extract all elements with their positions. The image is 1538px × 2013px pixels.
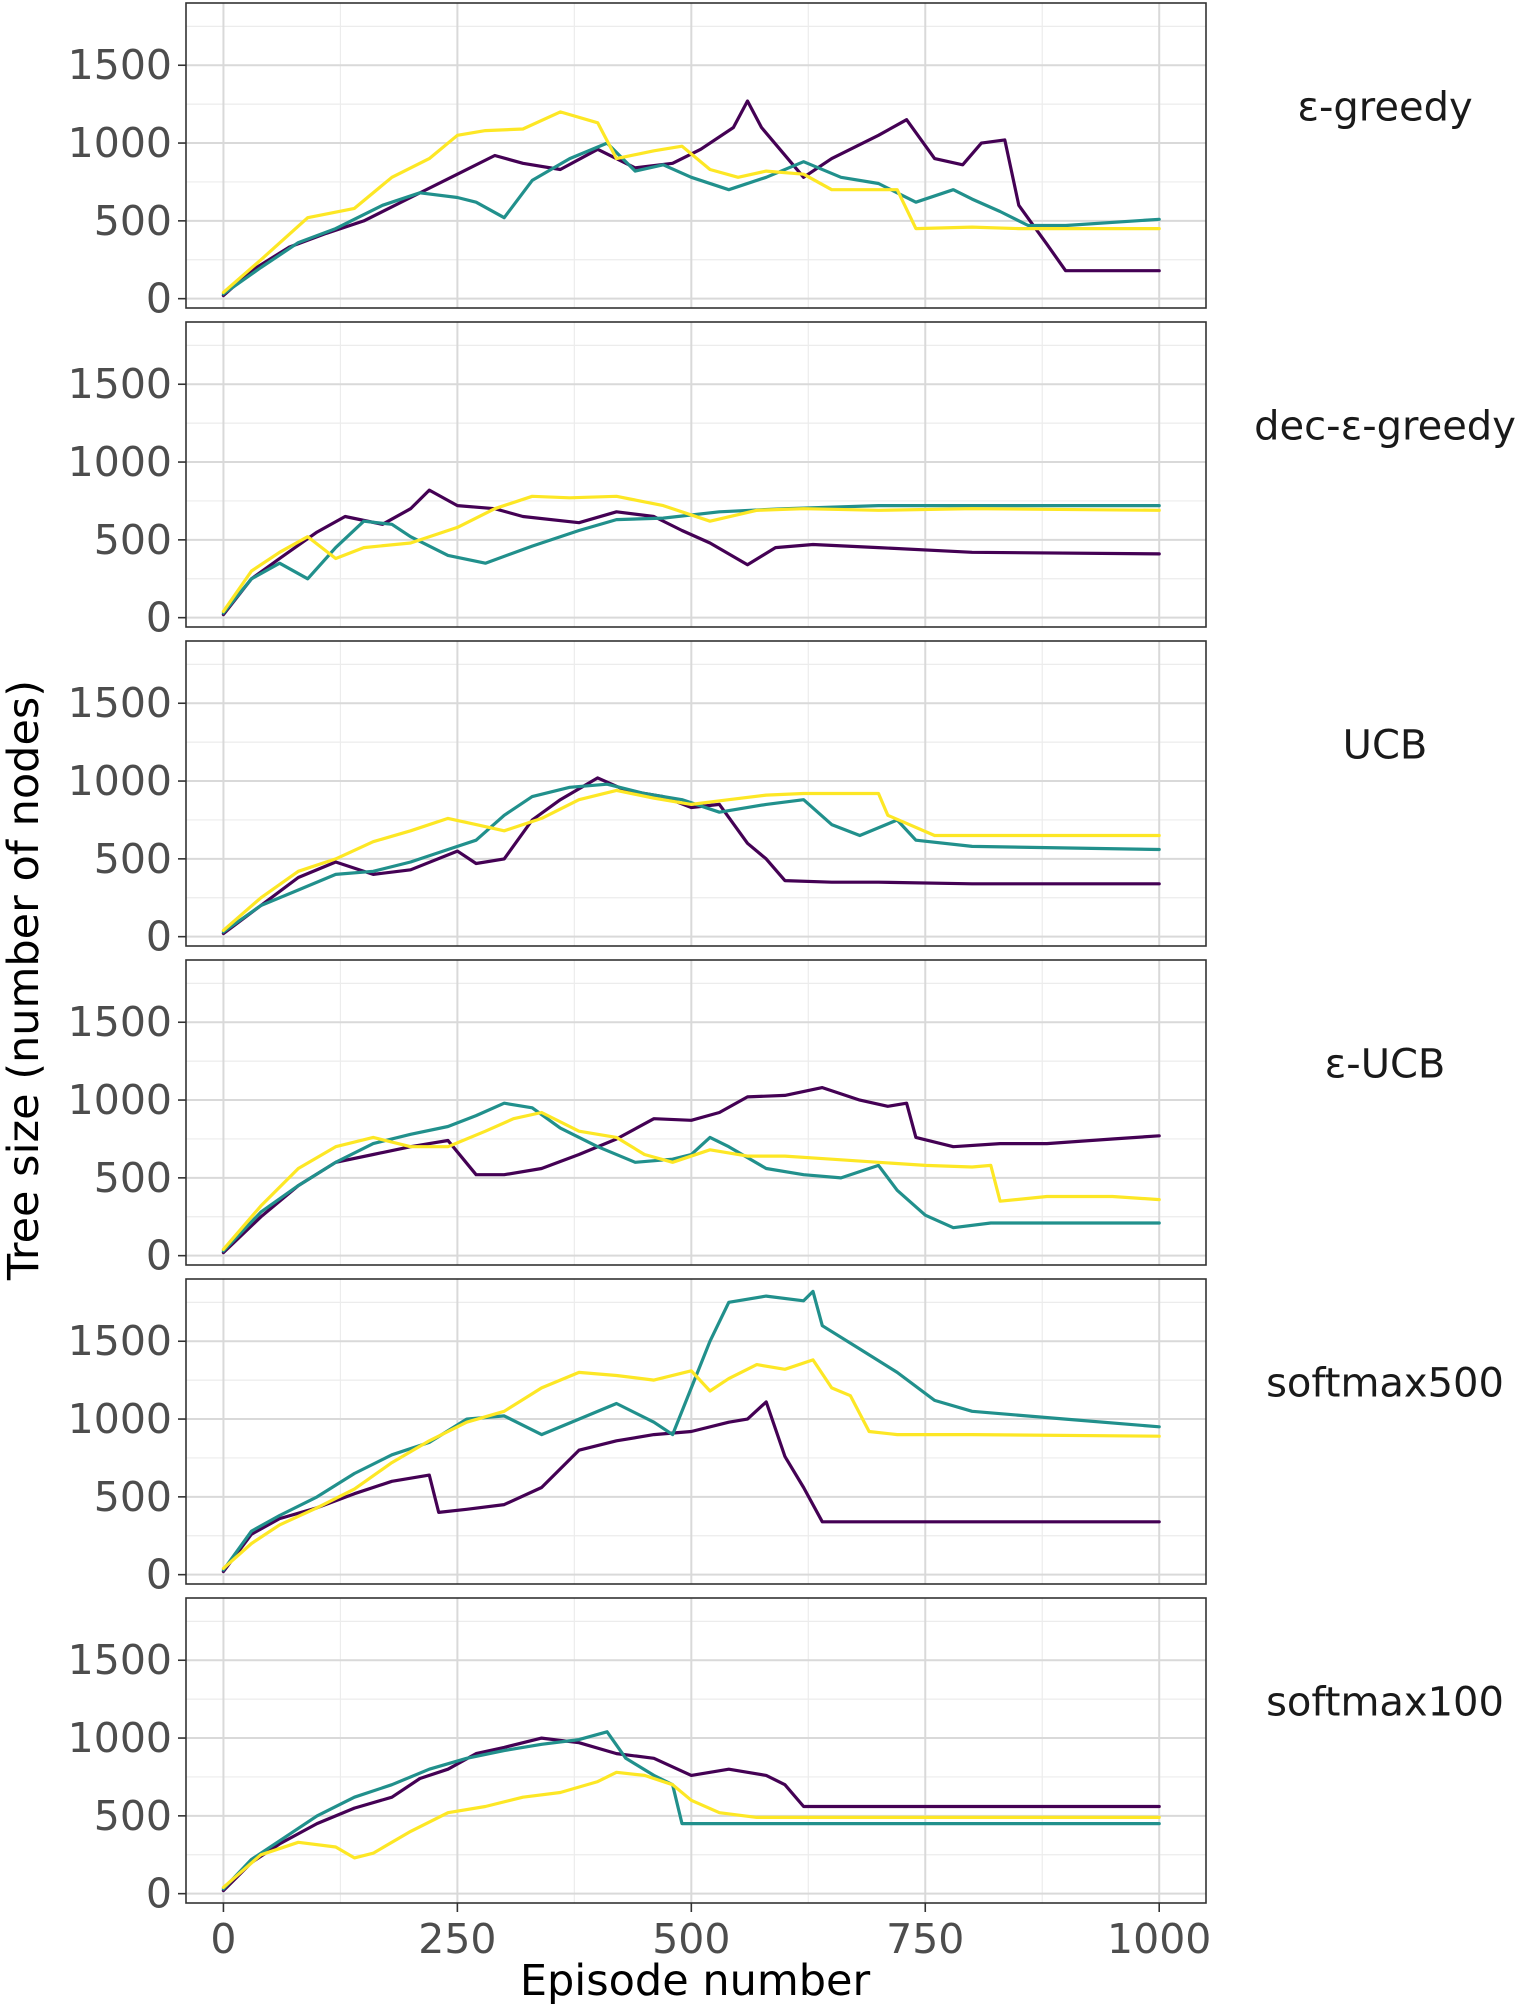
- y-tick-label: 0: [146, 1870, 172, 1918]
- panel-1: 0 500 1000 1500 ε-greedy: [68, 2, 1473, 323]
- y-tick-label: 1000: [68, 438, 172, 486]
- series-line-2: [221, 782, 1161, 934]
- y-tick-label: 1000: [68, 1714, 172, 1762]
- series-line-3: [221, 1770, 1161, 1889]
- strip-label: UCB: [1343, 723, 1428, 769]
- y-tick-label: 500: [94, 835, 172, 883]
- panel-4: 0 500 1000 1500 ε-UCB: [68, 959, 1446, 1280]
- y-tick-label: 1500: [68, 1636, 172, 1684]
- panel-background: [186, 960, 1206, 1265]
- y-tick-label: 1500: [68, 41, 172, 89]
- panel-border: [185, 640, 1207, 947]
- y-tick-label: 1000: [68, 757, 172, 805]
- panel-background: [186, 641, 1206, 946]
- y-tick-label: 0: [146, 913, 172, 961]
- x-tick-label: 0: [210, 1915, 236, 1963]
- strip-label: softmax500: [1266, 1361, 1504, 1407]
- panel-background: [186, 1598, 1206, 1903]
- y-tick-label: 500: [94, 516, 172, 564]
- series-line-1: [221, 1400, 1161, 1574]
- series-line-3: [221, 494, 1161, 613]
- y-tick-label: 1500: [68, 679, 172, 727]
- x-tick-label: 1000: [1107, 1915, 1211, 1963]
- panel-2: 0 500 1000 1500 dec-ε-greedy: [68, 321, 1516, 642]
- panel-background: [186, 3, 1206, 308]
- series-line-2: [221, 1730, 1161, 1891]
- y-tick-label: 500: [94, 1792, 172, 1840]
- series-line-3: [221, 110, 1161, 294]
- panel-5: 0 500 1000 1500 softmax500: [68, 1278, 1504, 1599]
- panels-layer: 0 500 1000 1500 ε-greedy 0 500 1000 1500 dec-ε-gr…: [68, 2, 1516, 1918]
- x-axis: 0 250 500 750 1000: [210, 1903, 1211, 1963]
- x-tick-label: 250: [418, 1915, 496, 1963]
- series-line-1: [221, 488, 1161, 617]
- x-axis-title: Episode number: [520, 1956, 871, 2006]
- y-tick-label: 1500: [68, 1317, 172, 1365]
- y-tick-label: 500: [94, 1154, 172, 1202]
- x-tick-label: 750: [886, 1915, 964, 1963]
- y-tick-label: 0: [146, 594, 172, 642]
- series-line-2: [221, 1289, 1161, 1572]
- y-tick-label: 0: [146, 275, 172, 323]
- x-tick-label: 500: [652, 1915, 730, 1963]
- panel-border: [185, 2, 1207, 309]
- y-tick-label: 1000: [68, 1395, 172, 1443]
- series-line-3: [221, 788, 1161, 932]
- y-tick-label: 1500: [68, 998, 172, 1046]
- strip-label: softmax100: [1266, 1680, 1504, 1726]
- series-line-2: [221, 141, 1161, 296]
- panel-6: 0 500 1000 1500 softmax100: [68, 1597, 1504, 1918]
- y-axis-title: Tree size (number of nodes): [0, 680, 49, 1281]
- panel-border: [185, 959, 1207, 1266]
- strip-label: dec-ε-greedy: [1254, 404, 1516, 450]
- series-line-1: [221, 776, 1161, 936]
- strip-label: ε-greedy: [1297, 85, 1472, 131]
- y-tick-label: 500: [94, 1473, 172, 1521]
- y-tick-label: 0: [146, 1551, 172, 1599]
- series-line-3: [221, 1110, 1161, 1251]
- y-tick-label: 1000: [68, 119, 172, 167]
- panel-3: 0 500 1000 1500 UCB: [68, 640, 1428, 961]
- series-line-1: [221, 1086, 1161, 1255]
- panel-background: [186, 322, 1206, 627]
- series-line-3: [221, 1358, 1161, 1570]
- y-tick-label: 1000: [68, 1076, 172, 1124]
- y-tick-label: 1500: [68, 360, 172, 408]
- panel-border: [185, 1597, 1207, 1904]
- y-tick-label: 0: [146, 1232, 172, 1280]
- y-tick-label: 500: [94, 197, 172, 245]
- strip-label: ε-UCB: [1325, 1042, 1446, 1088]
- panel-border: [185, 1278, 1207, 1585]
- panel-border: [185, 321, 1207, 628]
- series-line-1: [221, 99, 1161, 298]
